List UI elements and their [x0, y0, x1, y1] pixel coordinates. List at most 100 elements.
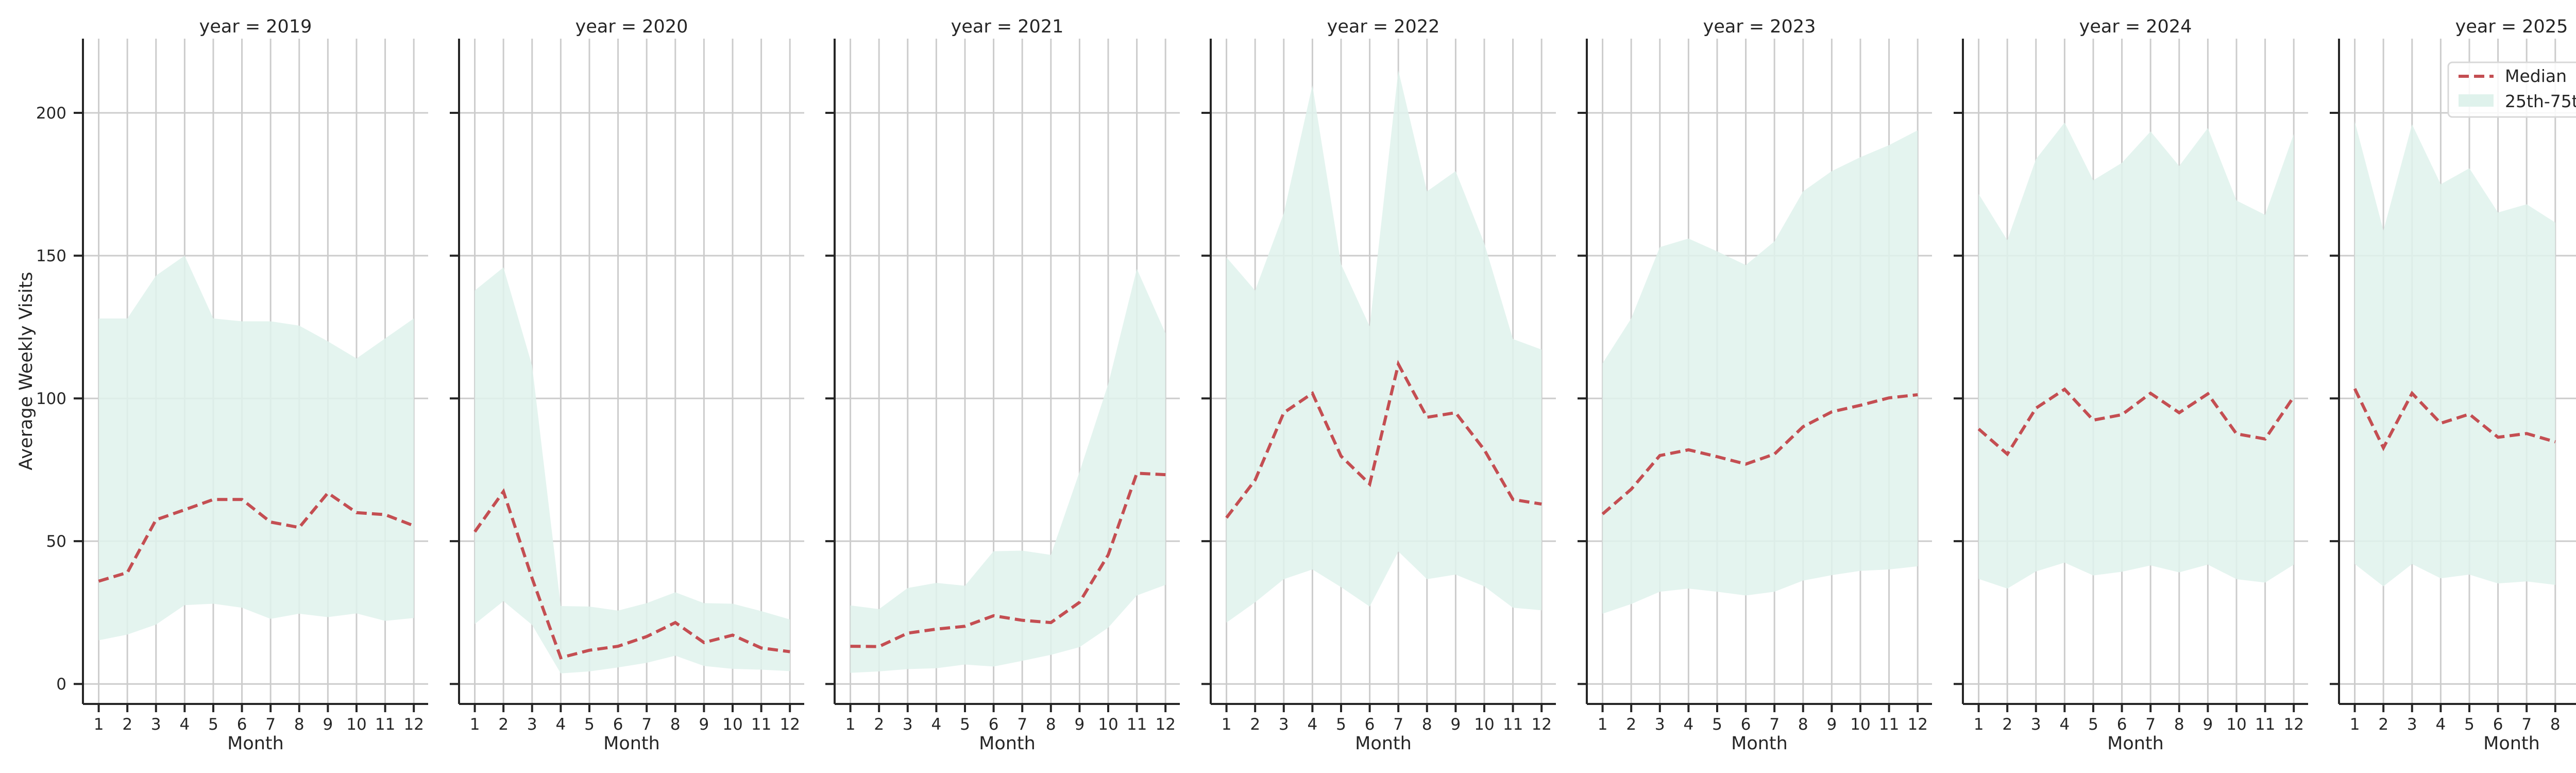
x-tick-label: 10 — [1098, 715, 1118, 734]
x-tick-label: 8 — [1046, 715, 1056, 734]
x-tick-label: 11 — [375, 715, 395, 734]
x-tick-label: 5 — [1336, 715, 1346, 734]
median-line — [1977, 387, 2295, 457]
x-tick-label: 8 — [2174, 715, 2184, 734]
legend: Median 25th-75th Percentile — [2447, 61, 2576, 118]
panel-title: year = 2023 — [1703, 16, 1816, 37]
percentile-band — [1602, 130, 1918, 614]
x-tick-label: 2 — [2002, 715, 2012, 734]
x-tick-label: 2 — [1626, 715, 1636, 734]
x-tick-label: 4 — [2060, 715, 2070, 734]
y-tick-label: 100 — [36, 390, 66, 408]
x-tick-label: 3 — [527, 715, 537, 734]
x-tick-label: 3 — [903, 715, 913, 734]
legend-band-label: 25th-75th Percentile — [2505, 91, 2576, 111]
x-tick-label: 9 — [323, 715, 333, 734]
x-tick-label: 6 — [1741, 715, 1751, 734]
x-axis-label: Month — [603, 733, 660, 754]
x-axis-label: Month — [227, 733, 284, 754]
panel-title: year = 2024 — [2079, 16, 2192, 37]
x-tick-label: 7 — [1769, 715, 1780, 734]
median-line — [473, 488, 790, 660]
x-tick-label: 5 — [584, 715, 595, 734]
x-tick-label: 7 — [641, 715, 652, 734]
x-tick-label: 9 — [699, 715, 709, 734]
x-tick-label: 3 — [151, 715, 161, 734]
x-tick-label: 10 — [1474, 715, 1494, 734]
x-tick-label: 5 — [960, 715, 970, 734]
x-tick-label: 2 — [2378, 715, 2388, 734]
panel-title: year = 2021 — [951, 16, 1064, 37]
x-tick-label: 11 — [1503, 715, 1523, 734]
x-tick-label: 12 — [1907, 715, 1927, 734]
x-tick-label: 8 — [670, 715, 681, 734]
x-tick-label: 11 — [2255, 715, 2275, 734]
x-tick-label: 3 — [1655, 715, 1665, 734]
median-line — [1601, 393, 1918, 515]
x-tick-label: 7 — [2521, 715, 2532, 734]
x-tick-label: 6 — [237, 715, 247, 734]
x-tick-label: 12 — [1531, 715, 1551, 734]
x-tick-label: 4 — [1684, 715, 1694, 734]
x-tick-label: 6 — [613, 715, 623, 734]
x-tick-label: 9 — [1451, 715, 1461, 734]
median-line — [850, 472, 1166, 648]
x-tick-label: 8 — [1422, 715, 1432, 734]
panel-title: year = 2022 — [1327, 16, 1440, 37]
x-tick-label: 4 — [180, 715, 190, 734]
y-tick-label: 150 — [36, 247, 66, 265]
x-tick-label: 2 — [498, 715, 509, 734]
y-axis-label: Average Weekly Visits — [16, 272, 37, 470]
x-tick-label: 1 — [1598, 715, 1608, 734]
panel-title: year = 2020 — [575, 16, 688, 37]
x-tick-label: 4 — [931, 715, 942, 734]
x-tick-label: 6 — [2493, 715, 2503, 734]
x-tick-label: 9 — [1075, 715, 1085, 734]
x-tick-label: 12 — [779, 715, 800, 734]
x-tick-label: 2 — [1250, 715, 1260, 734]
x-tick-label: 6 — [989, 715, 999, 734]
x-tick-label: 4 — [1308, 715, 1318, 734]
x-tick-label: 1 — [1222, 715, 1232, 734]
percentile-band — [850, 268, 1166, 673]
x-tick-label: 7 — [1017, 715, 1027, 734]
x-tick-label: 7 — [2145, 715, 2156, 734]
x-tick-label: 2 — [122, 715, 132, 734]
median-line — [98, 491, 415, 583]
x-tick-label: 11 — [1879, 715, 1899, 734]
x-tick-label: 3 — [2031, 715, 2041, 734]
x-tick-label: 5 — [208, 715, 218, 734]
x-tick-label: 10 — [2226, 715, 2246, 734]
x-tick-label: 5 — [2088, 715, 2098, 734]
x-tick-label: 10 — [346, 715, 366, 734]
x-tick-label: 1 — [845, 715, 856, 734]
percentile-band — [1226, 70, 1542, 623]
x-tick-label: 10 — [722, 715, 742, 734]
x-tick-label: 12 — [2283, 715, 2303, 734]
y-tick-label: 50 — [46, 532, 66, 551]
percentile-band — [98, 256, 414, 641]
x-tick-label: 12 — [1155, 715, 1175, 734]
panel-title: year = 2019 — [199, 16, 312, 37]
x-axis-label: Month — [979, 733, 1036, 754]
x-tick-label: 5 — [2464, 715, 2475, 734]
x-tick-label: 1 — [2350, 715, 2360, 734]
x-tick-label: 1 — [94, 715, 104, 734]
x-tick-label: 4 — [556, 715, 566, 734]
x-tick-label: 6 — [2117, 715, 2127, 734]
x-tick-label: 9 — [2203, 715, 2213, 734]
percentile-band — [474, 267, 790, 674]
x-tick-label: 11 — [751, 715, 771, 734]
x-axis-label: Month — [1355, 733, 1412, 754]
x-tick-label: 8 — [294, 715, 304, 734]
legend-median-label: Median — [2505, 66, 2567, 86]
y-tick-label: 0 — [56, 675, 66, 694]
x-tick-label: 1 — [1974, 715, 1984, 734]
x-tick-label: 6 — [1365, 715, 1375, 734]
